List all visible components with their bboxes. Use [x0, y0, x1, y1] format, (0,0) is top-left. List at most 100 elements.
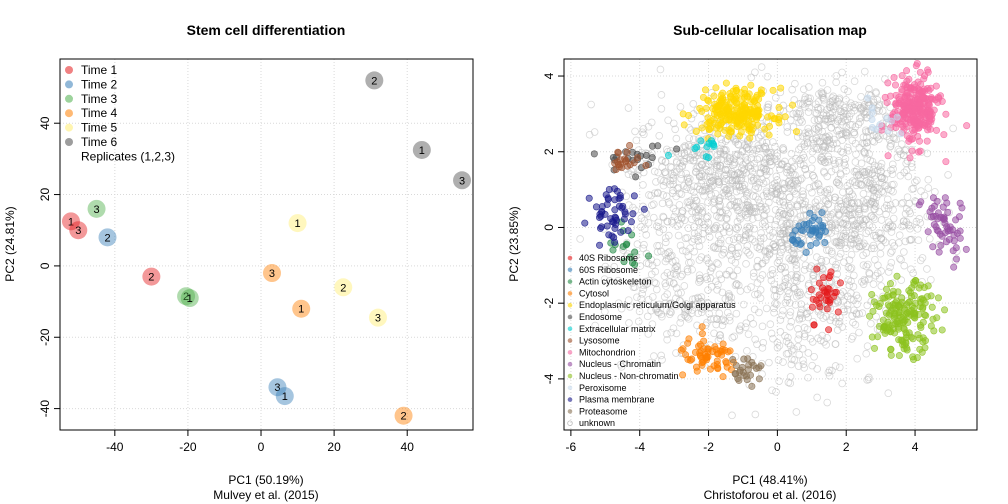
- unknown-point: [850, 77, 859, 85]
- unknown-point: [669, 180, 678, 189]
- unknown-point: [601, 307, 609, 316]
- chart-caption: Mulvey et al. (2015): [213, 488, 318, 502]
- unknown-point: [773, 182, 781, 190]
- unknown-point: [805, 130, 813, 138]
- unknown-point: [799, 85, 808, 94]
- unknown-point: [767, 161, 776, 169]
- y-tick-label: -40: [38, 400, 52, 418]
- unknown-point: [824, 368, 833, 377]
- data-point: [721, 126, 729, 134]
- unknown-point: [674, 231, 683, 240]
- unknown-point: [753, 174, 761, 183]
- x-tick-label: 2: [843, 440, 850, 454]
- unknown-point: [725, 313, 734, 321]
- unknown-point: [838, 117, 846, 126]
- unknown-point: [712, 221, 721, 230]
- unknown-point: [859, 103, 868, 111]
- unknown-point: [838, 219, 847, 228]
- unknown-point: [688, 301, 696, 310]
- unknown-point: [814, 181, 823, 189]
- unknown-point: [683, 147, 691, 155]
- unknown-point: [610, 262, 619, 271]
- unknown-point: [850, 167, 859, 176]
- unknown-point: [754, 213, 762, 222]
- data-point: [904, 89, 912, 97]
- unknown-point: [624, 296, 633, 304]
- unknown-point: [775, 256, 783, 265]
- unknown-point: [849, 296, 858, 304]
- unknown-point: [796, 212, 805, 221]
- data-point: [697, 137, 705, 145]
- unknown-point: [743, 156, 751, 164]
- data-point: [626, 141, 634, 149]
- unknown-point: [760, 165, 768, 173]
- chart-caption: Christoforou et al. (2016): [704, 488, 837, 502]
- unknown-point: [683, 313, 692, 322]
- unknown-point: [836, 249, 845, 258]
- unknown-point: [590, 128, 599, 136]
- data-point: [868, 115, 876, 123]
- unknown-point: [744, 330, 753, 339]
- unknown-point: [698, 235, 706, 244]
- unknown-point: [639, 125, 648, 133]
- unknown-point: [772, 388, 780, 396]
- unknown-point: [785, 311, 794, 320]
- unknown-point: [743, 347, 751, 355]
- replicate-label: 2: [371, 75, 377, 87]
- unknown-point: [814, 334, 822, 343]
- unknown-point: [637, 214, 646, 222]
- data-point: [752, 364, 760, 372]
- unknown-point: [655, 308, 663, 317]
- data-point: [365, 71, 384, 90]
- unknown-point: [895, 147, 904, 156]
- unknown-point: [704, 299, 713, 308]
- unknown-point: [723, 160, 731, 169]
- data-point: [685, 335, 693, 343]
- data-point: [69, 221, 88, 240]
- unknown-point: [842, 96, 850, 104]
- unknown-point: [661, 299, 669, 308]
- unknown-point: [741, 153, 750, 162]
- unknown-point: [860, 217, 869, 225]
- legend-label: Cytosol: [579, 288, 609, 298]
- data-point: [929, 243, 937, 251]
- unknown-point: [769, 138, 777, 146]
- data-point: [789, 236, 797, 244]
- unknown-point: [779, 358, 787, 366]
- unknown-point: [764, 100, 773, 109]
- unknown-point: [773, 176, 781, 184]
- unknown-point: [694, 217, 703, 226]
- data-point: [876, 121, 884, 129]
- unknown-point: [729, 235, 738, 244]
- data-point: [934, 294, 942, 302]
- unknown-point: [661, 238, 670, 247]
- legend-swatch: [567, 291, 573, 296]
- unknown-point: [814, 105, 823, 114]
- data-point: [914, 331, 922, 339]
- unknown-point: [733, 266, 742, 275]
- data-point: [731, 112, 739, 120]
- data-point: [802, 249, 810, 257]
- legend-swatch: [567, 267, 573, 273]
- data-point: [686, 356, 694, 364]
- unknown-point: [731, 150, 740, 159]
- unknown-point: [887, 139, 895, 148]
- unknown-point: [871, 205, 879, 213]
- unknown-point: [698, 176, 706, 185]
- unknown-point: [722, 166, 730, 174]
- unknown-point: [898, 222, 906, 231]
- unknown-point: [927, 275, 935, 284]
- data-point: [731, 106, 739, 114]
- replicate-label: 1: [187, 293, 193, 305]
- unknown-point: [643, 312, 652, 321]
- unknown-point: [823, 398, 832, 407]
- data-point: [823, 305, 831, 313]
- unknown-point: [825, 132, 833, 140]
- unknown-point: [859, 251, 867, 260]
- legend: 40S Ribosome 60S Ribosome Actin cytoskelet…: [567, 253, 736, 428]
- unknown-point: [743, 285, 752, 294]
- unknown-point: [869, 280, 878, 288]
- unknown-point: [697, 203, 706, 211]
- data-point: [927, 95, 935, 103]
